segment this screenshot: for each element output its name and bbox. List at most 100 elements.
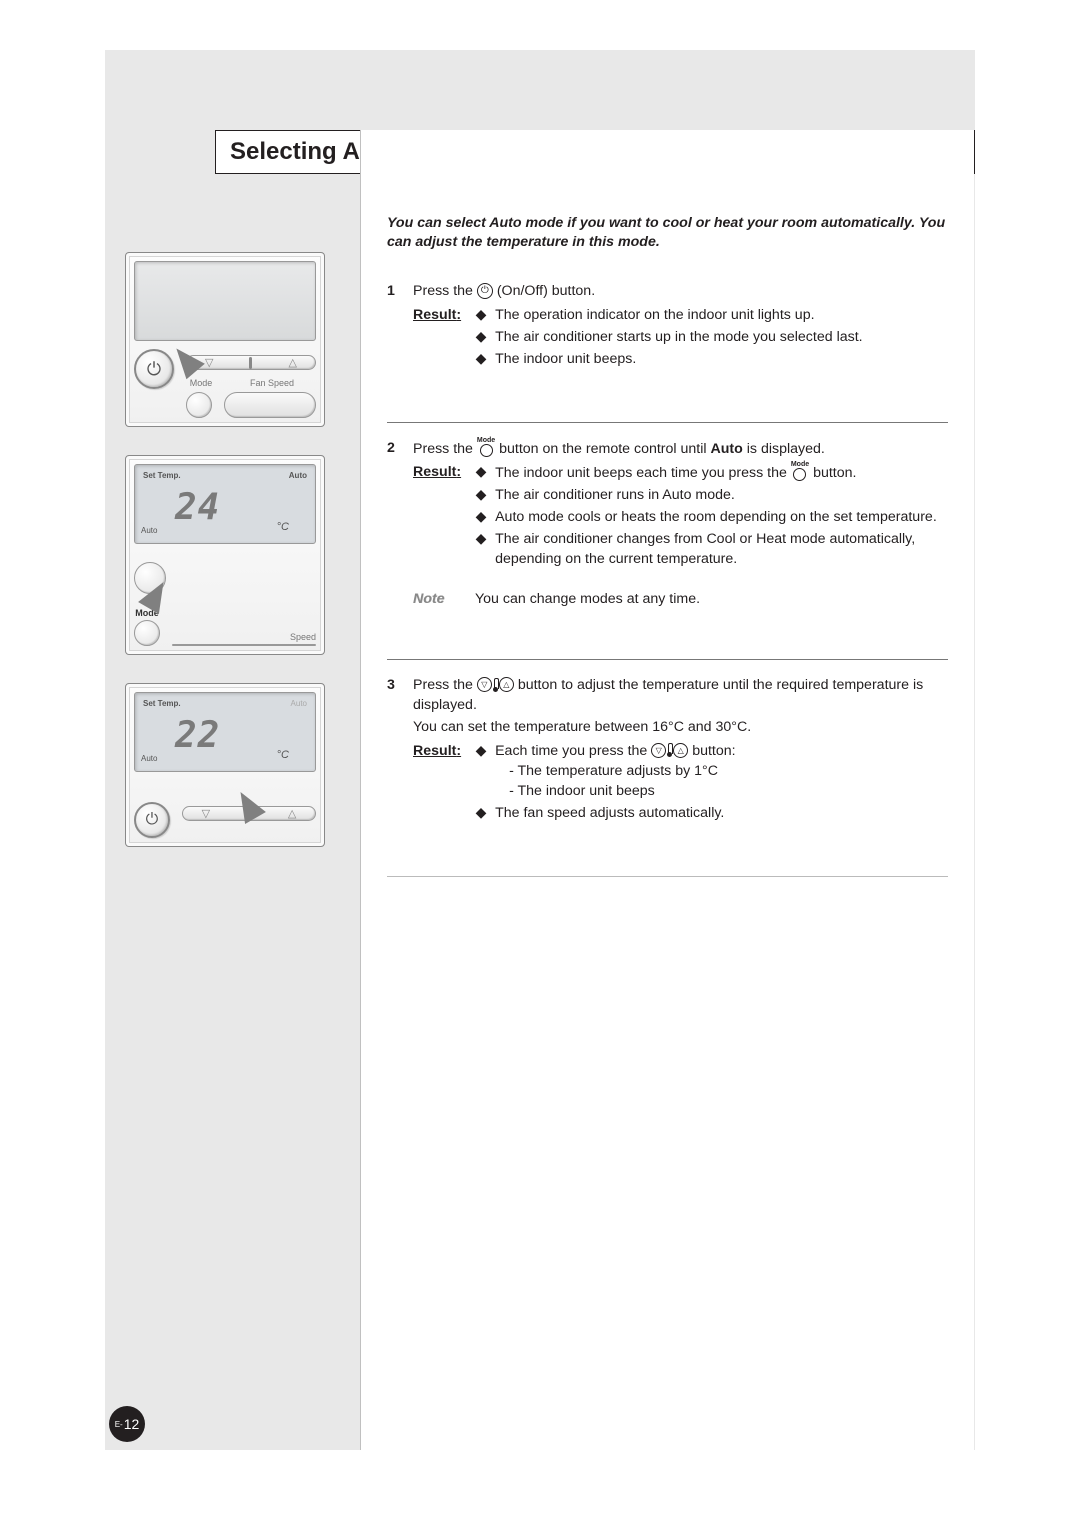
diamond-icon: ◆ <box>475 463 487 484</box>
bullet-text: The operation indicator on the indoor un… <box>495 306 948 326</box>
bullet: ◆The air conditioner changes from Cool o… <box>475 530 948 570</box>
speed-pill-graphic <box>172 644 316 646</box>
mode-label: Mode <box>477 437 495 444</box>
diamond-icon: ◆ <box>475 530 487 570</box>
diamond-icon: ◆ <box>475 350 487 370</box>
diamond-icon: ◆ <box>475 328 487 348</box>
step-3: 3 Press the ▽△ button to adjust the temp… <box>387 676 948 876</box>
temp-unit: °C <box>277 521 289 533</box>
result-bullets: ◆ The operation indicator on the indoor u… <box>475 306 948 372</box>
step-instruction: Press the Mode button on the remote cont… <box>413 439 948 460</box>
text: Each time you press the <box>495 743 651 759</box>
button-row: ⏻ ▽ △ Mode Fan Speed <box>134 349 316 418</box>
result-row: Result ◆ Each time you press the ▽△ butt… <box>413 742 948 826</box>
result-bullets: ◆ Each time you press the ▽△ button: - T… <box>475 742 948 826</box>
power-icon: ⏻ <box>477 283 493 299</box>
remote-screen: Set Temp. Auto Auto 22 °C <box>134 692 316 772</box>
mode-button-icon: Mode <box>791 461 809 481</box>
remote-figure-2: Set Temp. Auto Auto 24 °C Mode Speed <box>125 455 325 655</box>
auto-side-label: Auto <box>141 526 157 535</box>
text: is displayed. <box>747 441 825 457</box>
text: Press the <box>413 677 477 693</box>
diamond-icon: ◆ <box>475 804 487 824</box>
result-label: Result <box>413 306 461 372</box>
mode-button-icon: Mode <box>477 437 495 457</box>
up-icon: △ <box>288 807 296 820</box>
page-number-prefix: E- <box>115 1420 123 1429</box>
step-1: 1 Press the ⏻ (On/Off) button. Result ◆ T… <box>387 282 948 423</box>
step-instruction: Press the ▽△ button to adjust the temper… <box>413 676 948 716</box>
auto-indicator: Auto <box>289 471 307 480</box>
page-number-value: 12 <box>124 1416 140 1432</box>
mode-label: Mode <box>186 378 216 388</box>
fan-speed-label: Fan Speed <box>228 378 316 388</box>
step-body: Press the ⏻ (On/Off) button. Result ◆ The… <box>413 282 948 372</box>
step-number: 3 <box>387 676 399 825</box>
note-row: Note You can change modes at any time. <box>413 590 948 610</box>
remote-figure-3: Set Temp. Auto Auto 22 °C ⏻ ▽ △ <box>125 683 325 847</box>
temp-readout: 22 <box>175 715 220 756</box>
text: button on the remote control until <box>499 441 710 457</box>
text: The indoor unit beeps each time you pres… <box>495 465 791 481</box>
diamond-icon: ◆ <box>475 306 487 326</box>
thermometer-icon <box>249 357 252 369</box>
bullet-text: The fan speed adjusts automatically. <box>495 804 948 824</box>
power-button-graphic: ⏻ <box>134 802 170 838</box>
step-number: 1 <box>387 282 399 372</box>
thermometer-icon <box>667 743 672 757</box>
set-temp-label: Set Temp. <box>143 699 181 708</box>
result-label: Result <box>413 463 461 571</box>
result-label: Result <box>413 742 461 826</box>
down-icon: ▽ <box>205 356 213 369</box>
bullet: ◆ The indoor unit beeps. <box>475 350 948 370</box>
up-icon: △ <box>289 356 297 369</box>
step-instruction: Press the ⏻ (On/Off) button. <box>413 282 948 302</box>
sub-line: - The temperature adjusts by 1°C <box>495 762 948 782</box>
speed-label: Speed <box>290 632 316 642</box>
bullet-text: The air conditioner changes from Cool or… <box>495 530 948 570</box>
step-body: Press the Mode button on the remote cont… <box>413 439 948 610</box>
text: Press the <box>413 283 477 299</box>
auto-side-label: Auto <box>141 754 157 763</box>
diamond-icon: ◆ <box>475 486 487 506</box>
down-icon: ▽ <box>202 807 210 820</box>
bullet: ◆ The fan speed adjusts automatically. <box>475 804 948 824</box>
fan-pill-graphic <box>224 392 316 418</box>
result-row: Result ◆ The operation indicator on the i… <box>413 306 948 372</box>
diamond-icon: ◆ <box>475 742 487 802</box>
text-bold: Auto <box>710 441 742 457</box>
result-bullets: ◆ The indoor unit beeps each time you pr… <box>475 463 948 571</box>
button-labels: Mode Fan Speed <box>186 378 316 388</box>
bullet-text: The air conditioner runs in Auto mode. <box>495 486 948 506</box>
up-icon: △ <box>673 743 688 758</box>
text: button: <box>692 743 735 759</box>
down-icon: ▽ <box>477 677 492 692</box>
temp-pill-graphic: ▽ △ <box>186 355 316 370</box>
circle-icon <box>793 468 806 481</box>
mode-button-graphic <box>134 620 160 646</box>
bullet: ◆ The indoor unit beeps each time you pr… <box>475 463 948 484</box>
set-temp-label: Set Temp. <box>143 471 181 480</box>
note-label: Note <box>413 590 461 610</box>
auto-indicator: Auto <box>291 699 307 708</box>
temp-readout: 24 <box>175 487 220 528</box>
up-icon: △ <box>499 677 514 692</box>
remote-illustrations: ⏻ ▽ △ Mode Fan Speed <box>125 252 345 875</box>
text: Press the <box>413 441 477 457</box>
intro-text: You can select Auto mode if you want to … <box>387 214 948 252</box>
note-text: You can change modes at any time. <box>475 590 700 610</box>
bullet: ◆ The air conditioner runs in Auto mode. <box>475 486 948 506</box>
sub-line: - The indoor unit beeps <box>495 782 948 802</box>
bullet-text: The air conditioner starts up in the mod… <box>495 328 948 348</box>
page-number-badge: E-12 <box>109 1406 145 1442</box>
bullet: ◆ The operation indicator on the indoor u… <box>475 306 948 326</box>
step-2: 2 Press the Mode button on the remote co… <box>387 439 948 661</box>
temp-button-icon: ▽△ <box>651 743 688 758</box>
bullet-text: The indoor unit beeps. <box>495 350 948 370</box>
bullet-text: Auto mode cools or heats the room depend… <box>495 508 948 528</box>
thermometer-icon <box>493 678 498 692</box>
content-area: You can select Auto mode if you want to … <box>360 130 974 1450</box>
button-row: ⏻ ▽ △ <box>134 802 316 838</box>
circle-icon <box>480 444 493 457</box>
step-number: 2 <box>387 439 399 610</box>
